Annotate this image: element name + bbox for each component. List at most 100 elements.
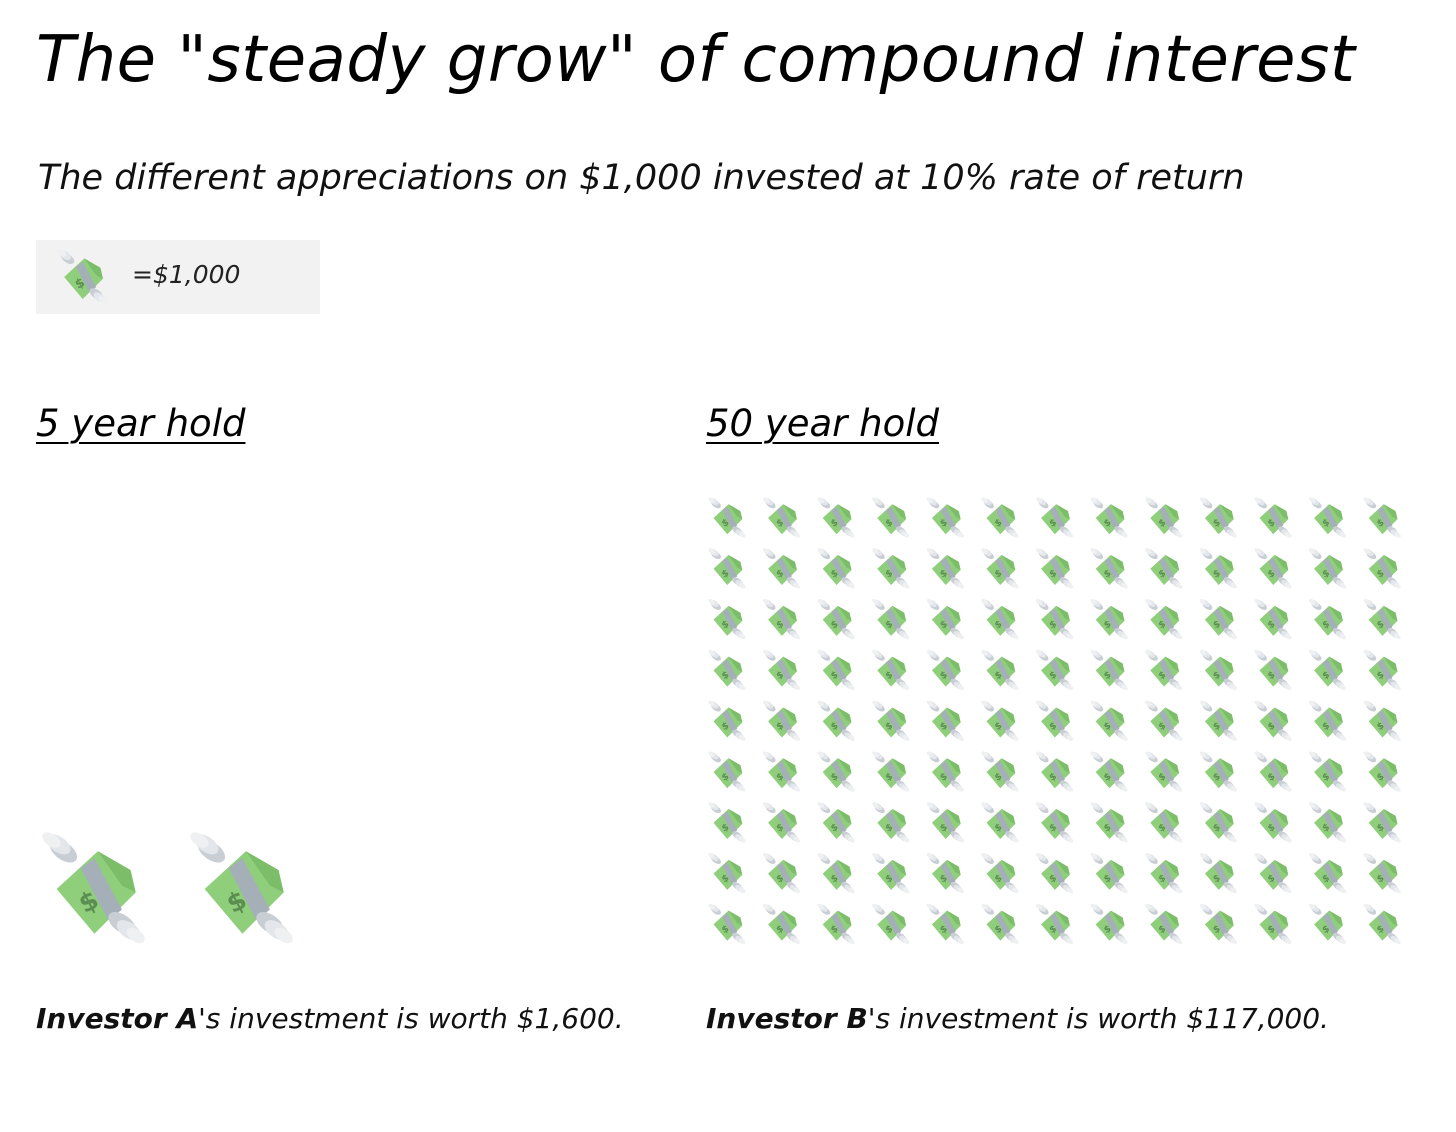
money-icon <box>1253 801 1293 844</box>
money-icon <box>980 699 1020 743</box>
money-icon <box>1089 547 1129 590</box>
money-icon <box>980 851 1020 895</box>
money-icon <box>1089 851 1129 895</box>
money-icon <box>1089 496 1129 539</box>
money-icon <box>1362 648 1402 692</box>
money-icon <box>1362 750 1402 793</box>
money-icon <box>980 648 1020 692</box>
money-icon <box>925 851 965 895</box>
money-icon <box>1253 547 1293 590</box>
money-icon <box>1144 750 1184 793</box>
money-icon <box>1362 597 1402 641</box>
money-icon <box>816 902 856 946</box>
money-icon <box>39 829 148 947</box>
money-icon <box>980 597 1020 641</box>
money-icon <box>761 547 802 590</box>
money-icon <box>1089 902 1129 946</box>
money-icon <box>1307 547 1348 590</box>
money-icon <box>871 801 911 844</box>
money-icon <box>1253 750 1293 793</box>
caption-investor-a: Investor A's investment is worth $1,600. <box>36 996 624 1042</box>
money-icon <box>761 648 802 692</box>
pictograph-5-year <box>36 470 656 950</box>
money-icon <box>1307 699 1348 743</box>
money-icon <box>761 597 802 641</box>
money-icon <box>871 750 911 793</box>
money-icon <box>871 699 911 743</box>
money-icon <box>871 496 911 539</box>
money-icon <box>1034 801 1075 844</box>
money-icon <box>816 648 856 692</box>
money-icon <box>1253 597 1293 641</box>
money-icon <box>1034 902 1075 946</box>
money-icon <box>1253 648 1293 692</box>
money-icon <box>1144 902 1184 946</box>
money-icon <box>1307 851 1348 895</box>
money-icon <box>707 597 747 641</box>
money-icon <box>1198 496 1238 539</box>
money-icon <box>707 648 747 692</box>
money-icon <box>1307 801 1348 844</box>
money-icon <box>816 547 856 590</box>
money-icon <box>707 750 747 793</box>
money-icon <box>761 801 802 844</box>
money-icon <box>816 699 856 743</box>
money-icon <box>1034 547 1075 590</box>
money-icon <box>1362 801 1402 844</box>
money-icon <box>1307 496 1348 539</box>
money-icon <box>1144 547 1184 590</box>
panel-heading-50-year: 50 year hold <box>706 402 940 445</box>
money-icon <box>1362 902 1402 946</box>
money-icon <box>707 902 747 946</box>
money-icon <box>816 496 856 539</box>
money-icon <box>707 801 747 844</box>
legend-label: =$1,000 <box>132 260 241 289</box>
flying-money-icon <box>54 250 108 304</box>
money-icon <box>1198 648 1238 692</box>
money-icon <box>1198 547 1238 590</box>
money-icon <box>1034 699 1075 743</box>
money-icon <box>1198 699 1238 743</box>
money-icon <box>1144 699 1184 743</box>
money-icon <box>871 902 911 946</box>
money-icon <box>871 851 911 895</box>
money-icon <box>925 750 965 793</box>
money-icon <box>1198 597 1238 641</box>
money-icon <box>980 750 1020 793</box>
money-icon <box>1034 496 1075 539</box>
money-icon <box>1144 648 1184 692</box>
investor-b-text: 's investment is worth $117,000. <box>867 1002 1329 1035</box>
money-icon <box>1034 851 1075 895</box>
money-icon <box>871 547 911 590</box>
money-icon <box>816 851 856 895</box>
money-icon <box>1089 597 1129 641</box>
money-icon <box>1089 801 1129 844</box>
money-icon <box>1362 496 1402 539</box>
money-icon <box>871 597 911 641</box>
money-icon <box>980 547 1020 590</box>
money-icon <box>707 547 747 590</box>
money-icon <box>1089 648 1129 692</box>
pictograph-5-year-svg <box>39 829 296 947</box>
legend-box: =$1,000 <box>36 240 320 314</box>
chart-title: The "steady grow" of compound interest <box>36 23 1356 97</box>
money-icon <box>1253 902 1293 946</box>
money-icon <box>925 547 965 590</box>
investor-b-name: Investor B <box>706 1002 868 1035</box>
investor-a-text: 's investment is worth $1,600. <box>198 1002 624 1035</box>
money-icon <box>980 496 1020 539</box>
money-icon <box>1307 597 1348 641</box>
money-icon <box>925 902 965 946</box>
money-icon <box>1362 699 1402 743</box>
money-icon <box>1198 750 1238 793</box>
money-icon <box>707 851 747 895</box>
money-icon <box>187 829 296 947</box>
money-icon <box>1034 648 1075 692</box>
money-icon <box>1144 851 1184 895</box>
money-icon <box>980 902 1020 946</box>
money-icon <box>1034 597 1075 641</box>
money-icon <box>761 902 802 946</box>
chart-subtitle: The different appreciations on $1,000 in… <box>38 158 1245 198</box>
money-icon <box>1198 801 1238 844</box>
panel-heading-5-year: 5 year hold <box>36 402 246 445</box>
